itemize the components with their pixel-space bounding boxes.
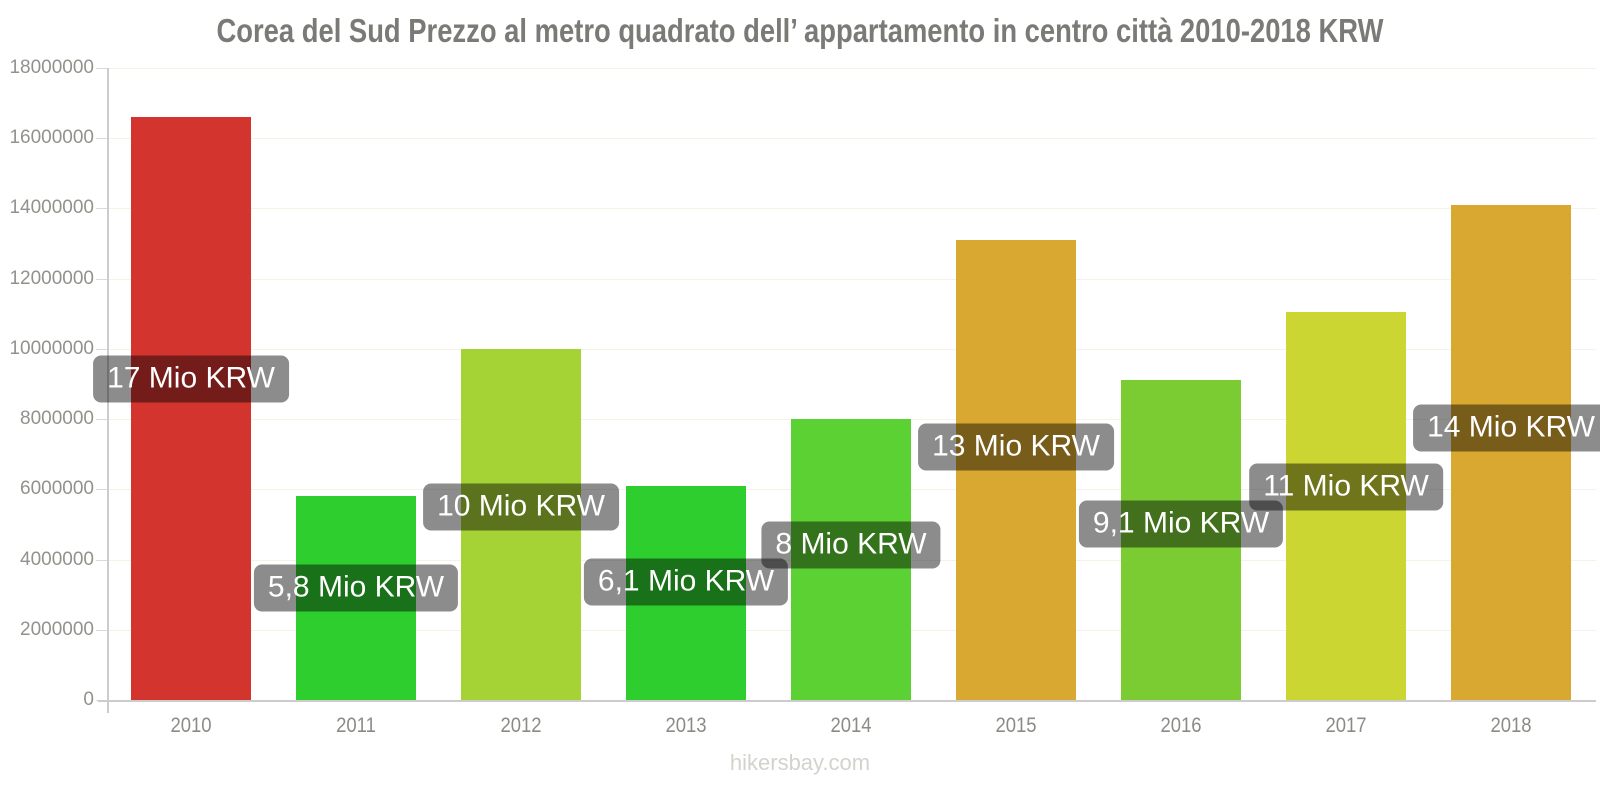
y-axis-tick-label: 8000000 [20, 408, 94, 429]
y-axis-tick [96, 419, 108, 420]
footer-watermark: hikersbay.com [729, 750, 871, 775]
gridline [108, 208, 1596, 209]
y-axis-tick-label: 18000000 [9, 57, 94, 78]
gridline [108, 349, 1596, 350]
value-label-2015: 13 Mio KRW [918, 423, 1114, 471]
y-axis-tick [96, 349, 108, 350]
bar-2012[interactable] [461, 349, 581, 700]
y-axis-tick-label: 10000000 [9, 338, 94, 359]
x-axis-label-2015: 2015 [995, 714, 1037, 737]
y-axis-tick-label: 14000000 [9, 197, 94, 218]
bar-2011[interactable] [296, 496, 416, 700]
y-axis [107, 68, 109, 713]
bar-2014[interactable] [791, 419, 911, 700]
x-axis-label-2014: 2014 [830, 714, 872, 737]
y-axis-tick-label: 6000000 [20, 478, 94, 499]
bar-2017[interactable] [1286, 312, 1406, 700]
x-axis-label-2017: 2017 [1325, 714, 1367, 737]
value-label-2012: 10 Mio KRW [423, 483, 619, 531]
value-label-2017: 11 Mio KRW [1249, 463, 1443, 511]
x-axis-label-2011: 2011 [336, 714, 376, 737]
value-label-2010: 17 Mio KRW [93, 355, 289, 403]
chart-title-wrap: Corea del Sud Prezzo al metro quadrato d… [0, 12, 1600, 50]
gridline [108, 68, 1596, 69]
y-axis-tick [96, 630, 108, 631]
bar-2013[interactable] [626, 486, 746, 700]
y-axis-tick [96, 560, 108, 561]
value-label-2014: 8 Mio KRW [761, 521, 941, 569]
y-axis-tick-label: 0 [83, 689, 94, 710]
chart-title: Corea del Sud Prezzo al metro quadrato d… [216, 12, 1384, 49]
x-axis-label-2013: 2013 [665, 714, 707, 737]
y-axis-tick [96, 68, 108, 69]
value-label-2013: 6,1 Mio KRW [583, 558, 789, 606]
bar-2015[interactable] [956, 240, 1076, 700]
y-axis-tick [96, 489, 108, 490]
gridline [108, 279, 1596, 280]
x-axis-label-2010: 2010 [170, 714, 212, 737]
x-axis [98, 700, 1596, 702]
y-axis-tick-label: 12000000 [9, 268, 94, 289]
x-axis-label-2018: 2018 [1490, 714, 1532, 737]
x-axis-label-2016: 2016 [1160, 714, 1202, 737]
x-axis-label-2012: 2012 [500, 714, 542, 737]
y-axis-tick-label: 2000000 [20, 619, 94, 640]
bar-2018[interactable] [1451, 205, 1571, 700]
y-axis-tick-label: 4000000 [20, 549, 94, 570]
gridline [108, 138, 1596, 139]
value-label-2018: 14 Mio KRW [1413, 404, 1600, 452]
value-label-2011: 5,8 Mio KRW [253, 564, 459, 612]
bar-2016[interactable] [1121, 380, 1241, 700]
y-axis-tick [96, 208, 108, 209]
y-axis-tick-label: 16000000 [9, 127, 94, 148]
bar-2010[interactable] [131, 117, 251, 700]
y-axis-tick [96, 279, 108, 280]
value-label-2016: 9,1 Mio KRW [1078, 500, 1284, 548]
y-axis-tick [96, 138, 108, 139]
